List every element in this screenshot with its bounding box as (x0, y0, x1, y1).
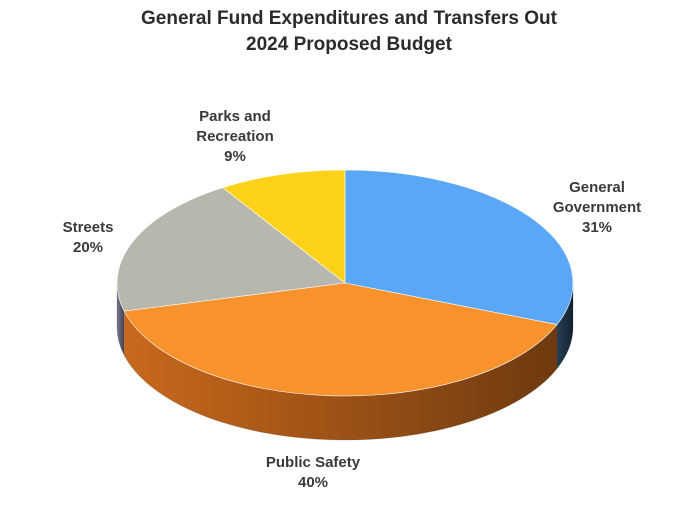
slice-label-percent: 9% (224, 148, 246, 165)
slice-label-general-government: General Government 31% (537, 178, 657, 238)
chart-title-line: General Fund Expenditures and Transfers … (141, 8, 557, 29)
slice-label-name-line: Streets (62, 219, 114, 236)
slice-label-streets: Streets 20% (53, 218, 123, 258)
slice-label-name-line: Parks and (199, 108, 271, 125)
slice-label-name-line: Recreation (196, 128, 274, 145)
slice-label-percent: 20% (72, 239, 104, 256)
slice-side-shade-public-safety (124, 311, 557, 440)
slice-side-shade-streets (117, 283, 125, 356)
slice-label-name-line: Public Safety (265, 454, 361, 471)
slice-label-public-safety: Public Safety 40% (238, 453, 388, 493)
slice-label-name-line: General (569, 179, 625, 196)
pie-rim (116, 283, 574, 441)
pie-tops (116, 169, 574, 397)
chart-title: General Fund Expenditures and Transfers … (0, 6, 698, 58)
slice-label-percent: 31% (581, 219, 613, 236)
chart-subtitle-line: 2024 Proposed Budget (246, 34, 452, 55)
slice-label-name-line: Government (552, 199, 642, 216)
slice-public-safety[interactable] (123, 282, 558, 397)
slice-general-government[interactable] (344, 169, 574, 325)
slice-streets[interactable] (116, 187, 346, 312)
slice-parks-and-recreation[interactable] (222, 169, 346, 284)
slice-label-parks-and-recreation: Parks and Recreation 9% (170, 107, 300, 167)
slice-label-percent: 40% (297, 474, 329, 491)
